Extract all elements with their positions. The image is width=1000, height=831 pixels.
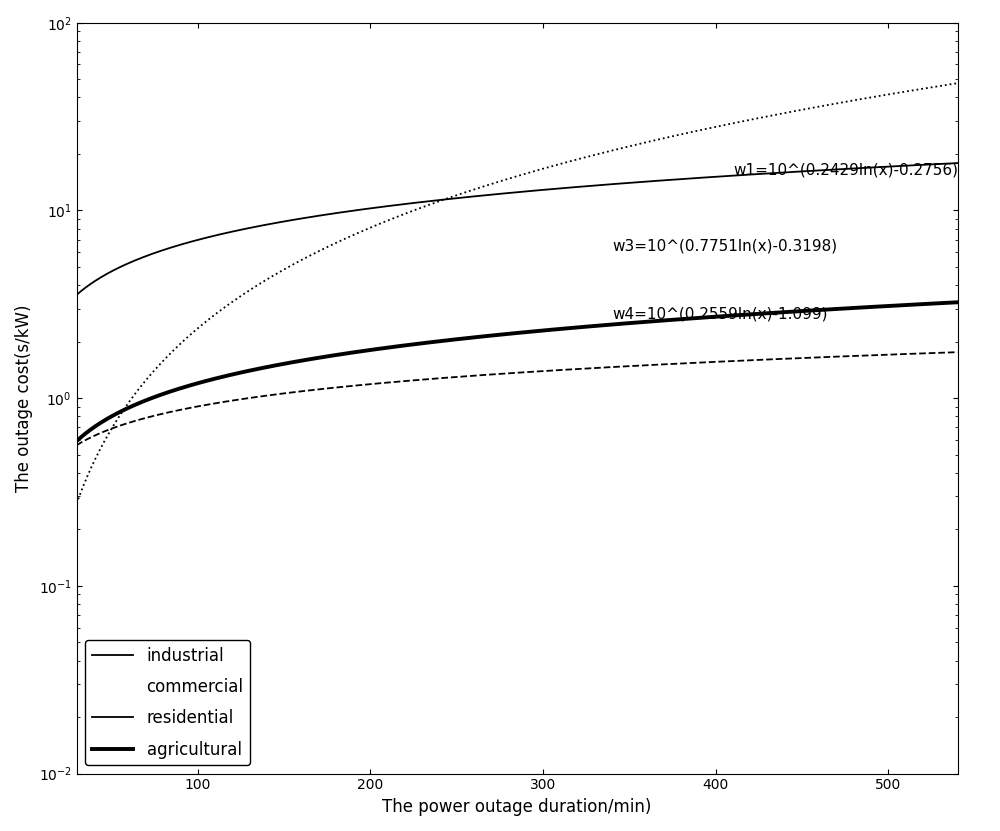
Text: w4=10^(0.2559ln(x)-1.099): w4=10^(0.2559ln(x)-1.099): [612, 307, 828, 322]
Text: w1=10^(0.2429ln(x)-0.2756): w1=10^(0.2429ln(x)-0.2756): [733, 162, 958, 177]
Legend: industrial, commercial, residential, agricultural: industrial, commercial, residential, agr…: [85, 640, 250, 765]
X-axis label: The power outage duration/min): The power outage duration/min): [382, 798, 652, 816]
Text: w3=10^(0.7751ln(x)-0.3198): w3=10^(0.7751ln(x)-0.3198): [612, 238, 837, 253]
Text: w2=10^(0.1715ln(x)-0.8338): w2=10^(0.1715ln(x)-0.8338): [0, 830, 1, 831]
Y-axis label: The outage cost(s/kW): The outage cost(s/kW): [15, 304, 33, 492]
